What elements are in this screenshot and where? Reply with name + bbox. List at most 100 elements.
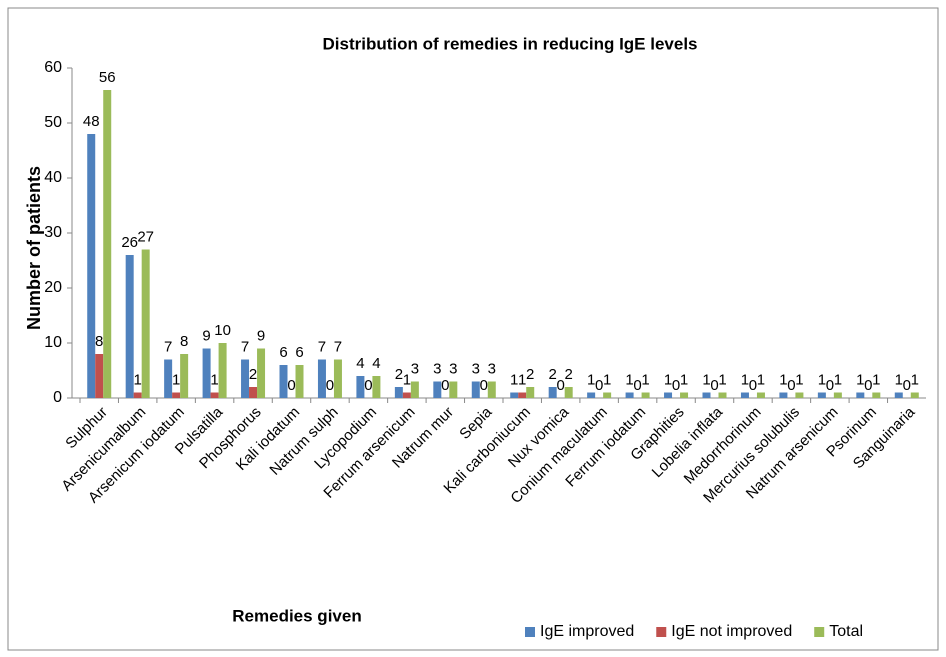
data-label: 1 [779, 371, 787, 388]
y-tick-label: 0 [53, 389, 62, 406]
data-label: 9 [202, 327, 210, 344]
y-tick-label: 60 [44, 59, 62, 76]
bar [87, 134, 96, 398]
data-label: 1 [834, 371, 842, 388]
data-label: 2 [565, 366, 573, 383]
bar [548, 387, 557, 398]
bar [164, 359, 173, 398]
legend-swatch [814, 627, 825, 637]
bar [587, 392, 596, 398]
data-label: 8 [95, 333, 103, 350]
bar [740, 392, 749, 398]
bar [433, 381, 442, 398]
bar [317, 359, 326, 398]
bar [410, 381, 419, 398]
bar [279, 365, 288, 398]
bar [795, 392, 804, 398]
data-label: 0 [326, 377, 334, 394]
data-label: 2 [249, 366, 257, 383]
bar [372, 376, 381, 398]
data-label: 0 [864, 377, 872, 394]
bar [510, 392, 519, 398]
data-label: 0 [787, 377, 795, 394]
bar [471, 381, 480, 398]
data-label: 1 [641, 371, 649, 388]
data-label: 2 [395, 366, 403, 383]
bar [641, 392, 650, 398]
data-label: 1 [603, 371, 611, 388]
data-label: 1 [587, 371, 595, 388]
bar [241, 359, 250, 398]
data-label: 1 [818, 371, 826, 388]
legend-label: IgE improved [540, 623, 634, 640]
chart-title: Distribution of remedies in reducing IgE… [322, 34, 697, 53]
bar [872, 392, 881, 398]
bar [564, 387, 573, 398]
bar [680, 392, 689, 398]
bar [518, 392, 527, 398]
bar [402, 392, 411, 398]
data-label: 0 [364, 377, 372, 394]
y-tick-label: 40 [44, 169, 62, 186]
data-label: 3 [449, 360, 457, 377]
data-label: 4 [372, 355, 380, 372]
data-label: 3 [411, 360, 419, 377]
bar [103, 90, 112, 398]
data-label: 1 [856, 371, 864, 388]
bar [356, 376, 365, 398]
data-label: 1 [172, 371, 180, 388]
data-label: 1 [403, 371, 411, 388]
bar [295, 365, 304, 398]
bar [856, 392, 865, 398]
legend-swatch [656, 627, 667, 637]
data-label: 1 [664, 371, 672, 388]
bar [133, 392, 142, 398]
data-label: 1 [702, 371, 710, 388]
bar [172, 392, 181, 398]
y-axis-title: Number of patients [24, 166, 44, 330]
bar [910, 392, 919, 398]
data-label: 1 [757, 371, 765, 388]
bar [202, 348, 211, 398]
bar [249, 387, 258, 398]
data-label: 7 [164, 338, 172, 355]
data-label: 1 [795, 371, 803, 388]
data-label: 0 [595, 377, 603, 394]
bar [180, 354, 189, 398]
data-label: 8 [180, 333, 188, 350]
data-label: 48 [83, 113, 100, 130]
data-label: 4 [356, 355, 364, 372]
data-label: 1 [680, 371, 688, 388]
bar [817, 392, 826, 398]
data-label: 1 [895, 371, 903, 388]
data-label: 7 [334, 338, 342, 355]
data-label: 10 [214, 322, 231, 339]
data-label: 0 [903, 377, 911, 394]
data-label: 3 [488, 360, 496, 377]
bar [449, 381, 458, 398]
data-label: 1 [718, 371, 726, 388]
data-label: 1 [625, 371, 633, 388]
legend-label: Total [829, 623, 863, 640]
bar [603, 392, 612, 398]
y-tick-label: 30 [44, 224, 62, 241]
data-label: 1 [510, 371, 518, 388]
bar [779, 392, 788, 398]
data-label: 3 [472, 360, 480, 377]
data-label: 56 [99, 69, 116, 86]
bar [625, 392, 634, 398]
data-label: 1 [518, 371, 526, 388]
data-label: 0 [441, 377, 449, 394]
legend-label: IgE not improved [671, 623, 792, 640]
data-label: 1 [134, 371, 142, 388]
bar [95, 354, 104, 398]
legend-swatch [525, 627, 535, 637]
bar [664, 392, 673, 398]
bar [141, 249, 150, 398]
data-label: 2 [549, 366, 557, 383]
data-label: 0 [287, 377, 295, 394]
bar [333, 359, 342, 398]
data-label: 0 [672, 377, 680, 394]
y-tick-label: 20 [44, 279, 62, 296]
